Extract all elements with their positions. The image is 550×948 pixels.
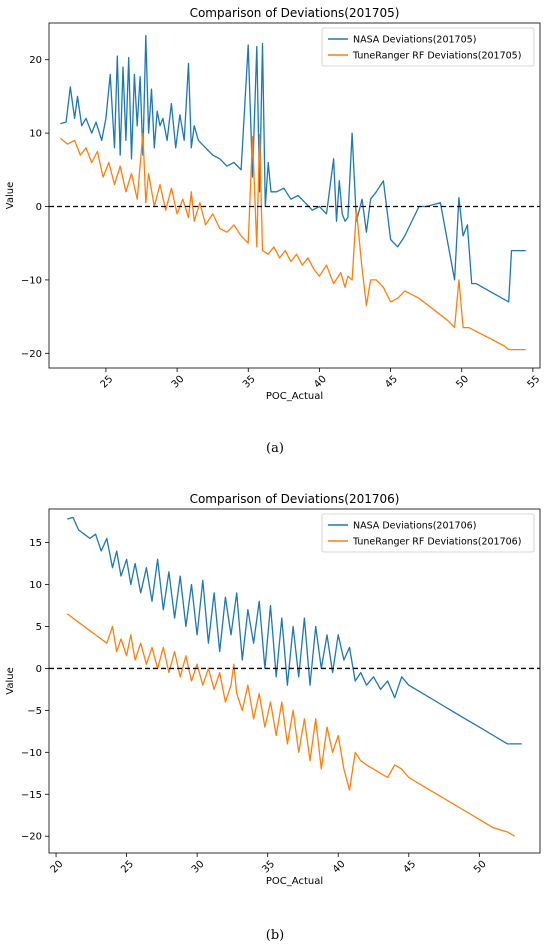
x-tick-label: 35 — [260, 859, 277, 876]
y-tick-label: 0 — [36, 664, 42, 675]
x-tick-label: 55 — [526, 374, 543, 391]
y-axis-label: Value — [5, 182, 16, 209]
y-tick-label: 15 — [29, 538, 42, 549]
legend-box — [321, 513, 535, 553]
y-tick-label: 5 — [36, 622, 42, 633]
legend-label-2: TuneRanger RF Deviations(201705) — [352, 51, 521, 62]
chart-panel-b: Comparison of Deviations(201706) 20 25 30 35… — [5, 492, 541, 943]
legend-label-1: NASA Deviations(201705) — [353, 35, 476, 46]
x-tick-label: 25 — [119, 859, 136, 876]
x-tick-label: 35 — [241, 374, 258, 391]
plot-frame — [48, 508, 541, 854]
legend-label-1: NASA Deviations(201706) — [353, 521, 476, 532]
y-tick-label: 10 — [29, 580, 42, 591]
y-tick-label: −5 — [27, 706, 42, 717]
x-axis-label: POC_Actual — [266, 391, 323, 402]
x-tick-label: 45 — [383, 374, 400, 391]
chart-title: Comparison of Deviations(201706) — [190, 492, 400, 506]
series-line-1 — [60, 34, 526, 303]
figure-caption: (a) — [266, 441, 284, 456]
x-tick-label: 30 — [170, 374, 187, 391]
chart-title: Comparison of Deviations(201705) — [190, 6, 400, 20]
x-axis-label: POC_Actual — [266, 876, 323, 887]
y-tick-label: −15 — [21, 790, 42, 801]
figure-caption: (b) — [266, 928, 284, 943]
series-line-1 — [67, 516, 522, 745]
y-tick-label: −20 — [21, 349, 42, 360]
x-tick-label: 40 — [331, 859, 348, 876]
y-tick-label: −20 — [21, 832, 42, 843]
y-tick-label: 0 — [36, 202, 42, 213]
legend-box — [321, 27, 535, 67]
y-tick-label: 10 — [29, 129, 42, 140]
x-tick-label: 30 — [190, 859, 207, 876]
series-line-2 — [59, 132, 526, 351]
x-tick-label: 40 — [312, 374, 329, 391]
x-tick-label: 50 — [472, 859, 489, 876]
x-tick-label: 50 — [454, 374, 471, 391]
x-tick-label: 20 — [49, 859, 66, 876]
plot-frame — [48, 22, 541, 369]
chart-panel-a: Comparison of Deviations(201705) 25 30 35 40… — [5, 6, 542, 456]
y-tick-label: 20 — [29, 55, 42, 66]
y-axis-label: Value — [5, 667, 16, 694]
y-tick-label: −10 — [21, 748, 42, 759]
y-tick-label: −10 — [21, 275, 42, 286]
x-tick-label: 45 — [401, 859, 418, 876]
legend-label-2: TuneRanger RF Deviations(201706) — [352, 537, 521, 548]
series-line-2 — [66, 613, 515, 837]
x-tick-label: 25 — [99, 374, 116, 391]
